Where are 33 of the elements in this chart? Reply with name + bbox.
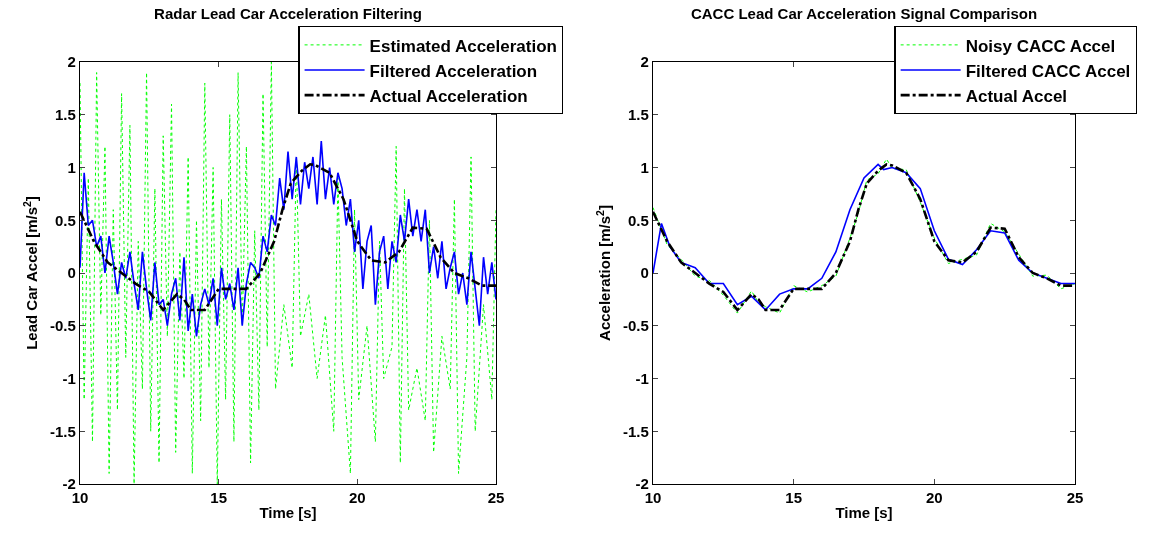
x-tick-label: 15 (785, 489, 803, 507)
chart-title: CACC Lead Car Acceleration Signal Comparison (690, 5, 1038, 23)
y-tick-label: 0 (640, 264, 649, 282)
x-tick-label: 20 (348, 489, 366, 507)
y-tick-label: 1 (67, 158, 76, 176)
y-tick-label: -0.5 (622, 317, 649, 334)
y-tick-label: 2 (67, 53, 76, 71)
x-axis-title: Time [s] (835, 504, 893, 522)
y-tick-label: -1 (635, 369, 649, 387)
y-tick-label: 0.5 (627, 211, 649, 229)
y-tick-label: -0.5 (49, 317, 76, 334)
y-tick-label: 0.5 (54, 211, 76, 229)
y-tick-label: 1.5 (54, 106, 76, 123)
y-tick-label: 2 (640, 53, 649, 71)
legend-label: Actual Acceleration (369, 86, 528, 106)
y-tick-label: -1.5 (49, 422, 76, 440)
legend-label: Actual Accel (965, 86, 1068, 106)
x-tick-label: 25 (487, 489, 505, 507)
legend-label: Noisy CACC Accel (965, 36, 1116, 56)
y-tick-label: 0 (67, 264, 76, 282)
line-series (80, 140, 496, 338)
legend-label: Filtered CACC Accel (965, 61, 1131, 81)
chart-title: Radar Lead Car Acceleration Filtering (154, 5, 422, 23)
legend-label: Estimated Acceleration (369, 36, 557, 56)
x-tick-label: 15 (210, 489, 228, 507)
y-tick-label: -1.5 (622, 422, 649, 440)
x-tick-label: 20 (925, 489, 943, 507)
y-tick-label: 1.5 (627, 106, 649, 123)
y-tick-label: 1 (640, 158, 649, 176)
legend-label: Filtered Acceleration (369, 61, 538, 81)
x-axis-title: Time [s] (259, 504, 317, 522)
x-tick-label: 25 (1066, 489, 1084, 507)
y-tick-label: -1 (62, 369, 76, 387)
